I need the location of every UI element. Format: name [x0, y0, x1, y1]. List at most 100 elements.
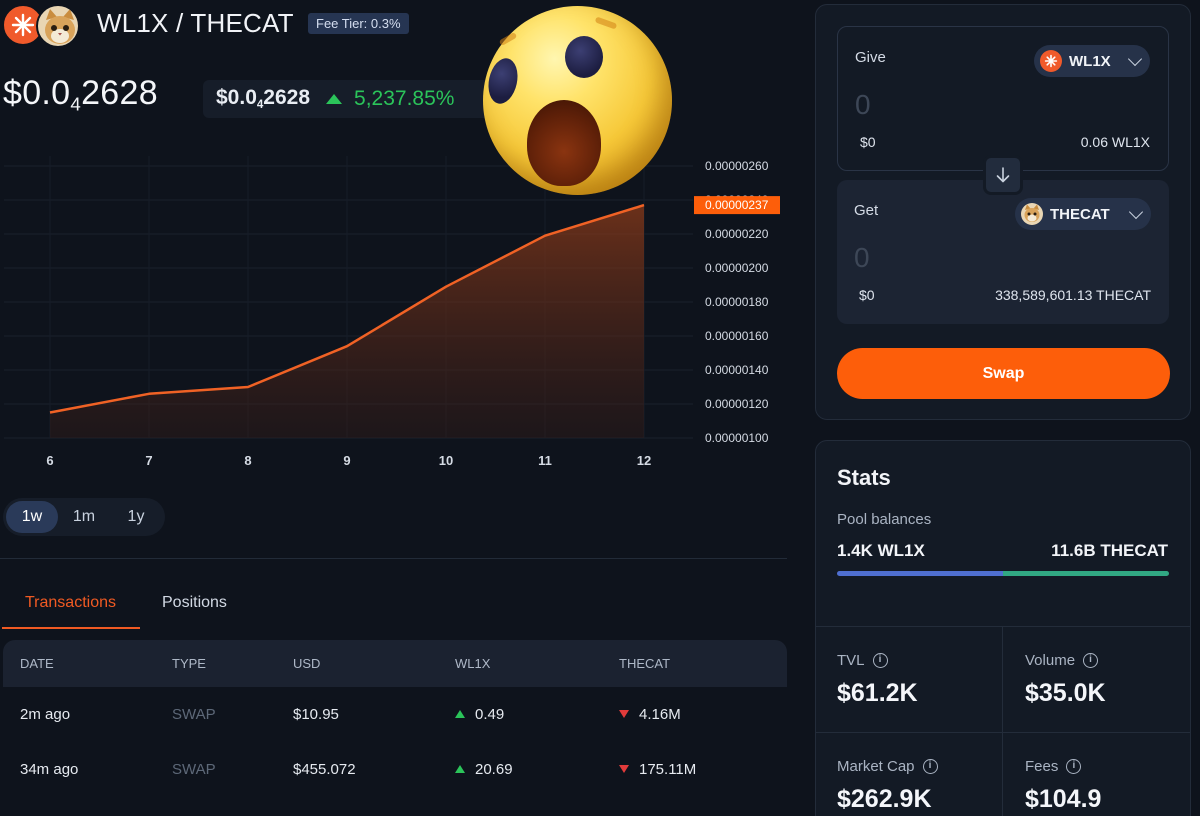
info-icon[interactable]: i	[872, 653, 888, 668]
price-area	[50, 205, 644, 438]
current-price-marker	[694, 196, 780, 215]
price-prefix: $0.0	[3, 74, 71, 112]
pool-balance-wl1x: 1.4K WL1X	[837, 541, 925, 560]
y-tick-label: 0.00000180	[705, 295, 769, 309]
price-suffix: 2628	[81, 74, 158, 112]
emoji-right-brow	[594, 16, 618, 30]
stat-tvl: TVL i $61.2K	[816, 627, 1002, 733]
stats-divider	[816, 626, 1190, 627]
x-tick-label: 6	[46, 453, 53, 468]
row-wl1x: 20.69	[455, 761, 513, 778]
swap-panel: Give WL1X $0 0.06 WL1X Get	[815, 4, 1191, 420]
wl1x-star-icon	[1044, 54, 1058, 68]
up-triangle-icon	[326, 94, 343, 104]
table-row[interactable]: 2m ago SWAP $10.95 0.49 4.16M	[3, 687, 787, 742]
get-label: Get	[854, 202, 879, 219]
y-tick-label: 0.00000160	[705, 329, 769, 343]
row-wl1x-value: 20.69	[475, 761, 513, 778]
x-tick-label: 7	[145, 453, 152, 468]
pool-bar-thecat	[1003, 571, 1169, 576]
get-usd-value: $0	[859, 287, 875, 303]
row-usd: $455.072	[293, 761, 356, 778]
give-label: Give	[855, 49, 886, 66]
table-row[interactable]: 34m ago SWAP $455.072 20.69 175.11M	[3, 742, 787, 797]
give-token-symbol: WL1X	[1069, 52, 1111, 70]
fee-tier-badge: Fee Tier: 0.3%	[308, 13, 409, 34]
stat-volume: Volume i $35.0K	[1004, 627, 1190, 733]
activity-tabs: Transactions Positions	[0, 588, 787, 630]
price-chart[interactable]: 0.000002600.000002400.000002200.00000200…	[0, 140, 800, 485]
row-type: SWAP	[172, 761, 216, 778]
time-range-selector: 1w 1m 1y	[3, 498, 165, 536]
range-1y-button[interactable]: 1y	[127, 508, 145, 525]
pool-bar-wl1x	[837, 571, 1003, 576]
row-thecat: 175.11M	[619, 761, 696, 778]
transactions-table: DATE TYPE USD WL1X THECAT 2m ago SWAP $1…	[3, 640, 787, 797]
stat-mcap-label: Market Cap i	[837, 758, 938, 775]
market-cap-value: $262.9K	[837, 785, 932, 813]
info-icon[interactable]: i	[1083, 653, 1099, 668]
row-date: 34m ago	[20, 761, 79, 778]
pool-balance-bar	[837, 571, 1169, 576]
give-token-selector[interactable]: WL1X	[1034, 45, 1150, 77]
up-arrow-icon	[455, 765, 465, 773]
stat-market-cap: Market Cap i $262.9K	[816, 733, 1002, 816]
emoji-mouth	[527, 100, 601, 186]
y-tick-label: 0.00000220	[705, 227, 769, 241]
price-zero-count: 4	[70, 93, 82, 115]
header-date[interactable]: DATE	[20, 656, 54, 671]
range-1w-button[interactable]: 1w	[6, 501, 58, 533]
pair-logos	[2, 4, 82, 48]
range-1m-button[interactable]: 1m	[72, 508, 96, 525]
swap-button[interactable]: Swap	[837, 348, 1170, 399]
x-tick-label: 11	[538, 453, 552, 468]
tab-positions[interactable]: Positions	[162, 594, 227, 611]
header-wl1x[interactable]: WL1X	[455, 656, 491, 671]
give-balance[interactable]: 0.06 WL1X	[1080, 134, 1150, 150]
market-cap-label: Market Cap	[837, 758, 915, 775]
give-box: Give WL1X $0 0.06 WL1X	[837, 26, 1169, 171]
active-tab-indicator	[2, 627, 140, 629]
price-change-percent: 5,237.85%	[354, 87, 455, 110]
row-thecat-value: 175.11M	[639, 761, 697, 778]
row-wl1x-value: 0.49	[475, 706, 505, 723]
thecat-logo	[36, 4, 80, 48]
y-tick-label: 0.00000140	[705, 363, 769, 377]
x-tick-label: 10	[439, 453, 453, 468]
price-change-chip: $0.042628 5,237.85%	[203, 80, 493, 118]
get-amount-input[interactable]	[854, 242, 1054, 274]
chevron-down-icon	[1127, 51, 1143, 66]
emoji-left-brow	[498, 31, 518, 47]
flip-direction-button[interactable]	[983, 155, 1023, 195]
up-arrow-icon	[455, 710, 465, 718]
tab-transactions[interactable]: Transactions	[25, 594, 116, 611]
header-type[interactable]: TYPE	[172, 656, 206, 671]
header-thecat[interactable]: THECAT	[619, 656, 671, 671]
pool-balances-label: Pool balances	[837, 511, 932, 528]
info-icon[interactable]: i	[1066, 759, 1082, 774]
row-thecat-value: 4.16M	[639, 706, 681, 723]
wow-emoji	[483, 6, 672, 195]
stat-fees: Fees i $104.9	[1004, 733, 1190, 816]
info-icon[interactable]: i	[922, 759, 938, 774]
get-balance: 338,589,601.13 THECAT	[995, 287, 1151, 303]
get-box: Get THECAT $0 338,589,601.13 THECAT	[837, 180, 1169, 324]
stat-fees-label: Fees i	[1025, 758, 1082, 775]
get-token-symbol: THECAT	[1050, 205, 1110, 223]
volume-label: Volume	[1025, 652, 1076, 669]
fees-label: Fees	[1025, 758, 1059, 775]
tvl-label: TVL	[837, 652, 865, 669]
header-usd[interactable]: USD	[293, 656, 321, 671]
x-tick-label: 9	[343, 453, 350, 468]
chip-price-suffix: 2628	[263, 86, 311, 110]
get-token-selector[interactable]: THECAT	[1015, 198, 1151, 230]
x-tick-label: 8	[244, 453, 251, 468]
x-tick-label: 12	[637, 453, 651, 468]
chip-zero-count: 4	[256, 99, 264, 112]
row-usd: $10.95	[293, 706, 339, 723]
pool-balance-thecat: 11.6B THECAT	[1051, 541, 1168, 560]
stats-title: Stats	[837, 465, 891, 490]
table-header: DATE TYPE USD WL1X THECAT	[3, 640, 787, 687]
emoji-left-eye	[484, 55, 522, 107]
give-amount-input[interactable]	[855, 89, 1055, 121]
